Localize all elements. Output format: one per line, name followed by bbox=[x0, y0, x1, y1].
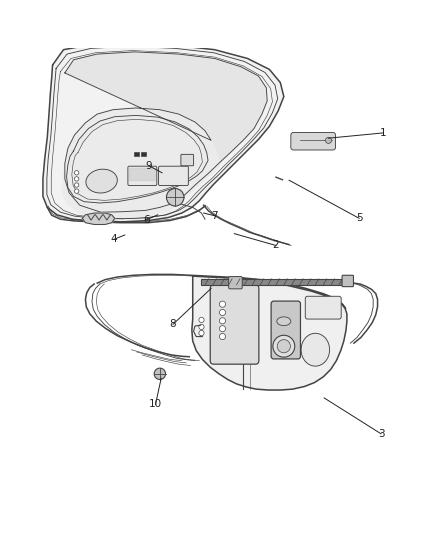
Circle shape bbox=[74, 189, 79, 193]
Text: 6: 6 bbox=[143, 215, 150, 224]
Circle shape bbox=[219, 334, 226, 340]
Circle shape bbox=[74, 183, 79, 187]
Text: 9: 9 bbox=[145, 161, 152, 171]
FancyBboxPatch shape bbox=[141, 152, 146, 156]
FancyBboxPatch shape bbox=[271, 301, 300, 359]
FancyBboxPatch shape bbox=[128, 166, 157, 185]
Circle shape bbox=[277, 340, 290, 353]
Circle shape bbox=[199, 324, 204, 329]
Text: 8: 8 bbox=[170, 319, 177, 329]
Circle shape bbox=[74, 171, 79, 175]
Polygon shape bbox=[129, 167, 155, 180]
Circle shape bbox=[219, 310, 226, 316]
Circle shape bbox=[74, 177, 79, 181]
Circle shape bbox=[199, 317, 204, 322]
FancyBboxPatch shape bbox=[229, 277, 242, 289]
Ellipse shape bbox=[301, 333, 330, 366]
FancyBboxPatch shape bbox=[201, 279, 343, 285]
FancyBboxPatch shape bbox=[342, 275, 353, 287]
FancyBboxPatch shape bbox=[134, 152, 139, 156]
Text: 5: 5 bbox=[356, 213, 363, 223]
FancyBboxPatch shape bbox=[305, 296, 341, 319]
Circle shape bbox=[219, 318, 226, 324]
Text: 4: 4 bbox=[110, 235, 117, 244]
Polygon shape bbox=[62, 108, 219, 217]
Polygon shape bbox=[192, 276, 347, 390]
FancyBboxPatch shape bbox=[181, 155, 194, 166]
Text: 7: 7 bbox=[211, 211, 218, 221]
Ellipse shape bbox=[86, 169, 117, 193]
Circle shape bbox=[219, 326, 226, 332]
Circle shape bbox=[154, 368, 166, 379]
Circle shape bbox=[219, 301, 226, 307]
Text: 2: 2 bbox=[272, 240, 279, 251]
FancyBboxPatch shape bbox=[210, 285, 259, 364]
Text: 1: 1 bbox=[380, 128, 387, 138]
Polygon shape bbox=[65, 52, 267, 212]
FancyBboxPatch shape bbox=[291, 133, 336, 150]
Polygon shape bbox=[43, 43, 284, 222]
Circle shape bbox=[166, 189, 184, 206]
Circle shape bbox=[273, 335, 295, 357]
FancyBboxPatch shape bbox=[159, 166, 188, 185]
Circle shape bbox=[325, 138, 332, 143]
Ellipse shape bbox=[277, 317, 291, 326]
Text: 3: 3 bbox=[378, 429, 385, 439]
Text: 10: 10 bbox=[149, 399, 162, 409]
Polygon shape bbox=[82, 213, 115, 224]
Circle shape bbox=[199, 330, 204, 336]
